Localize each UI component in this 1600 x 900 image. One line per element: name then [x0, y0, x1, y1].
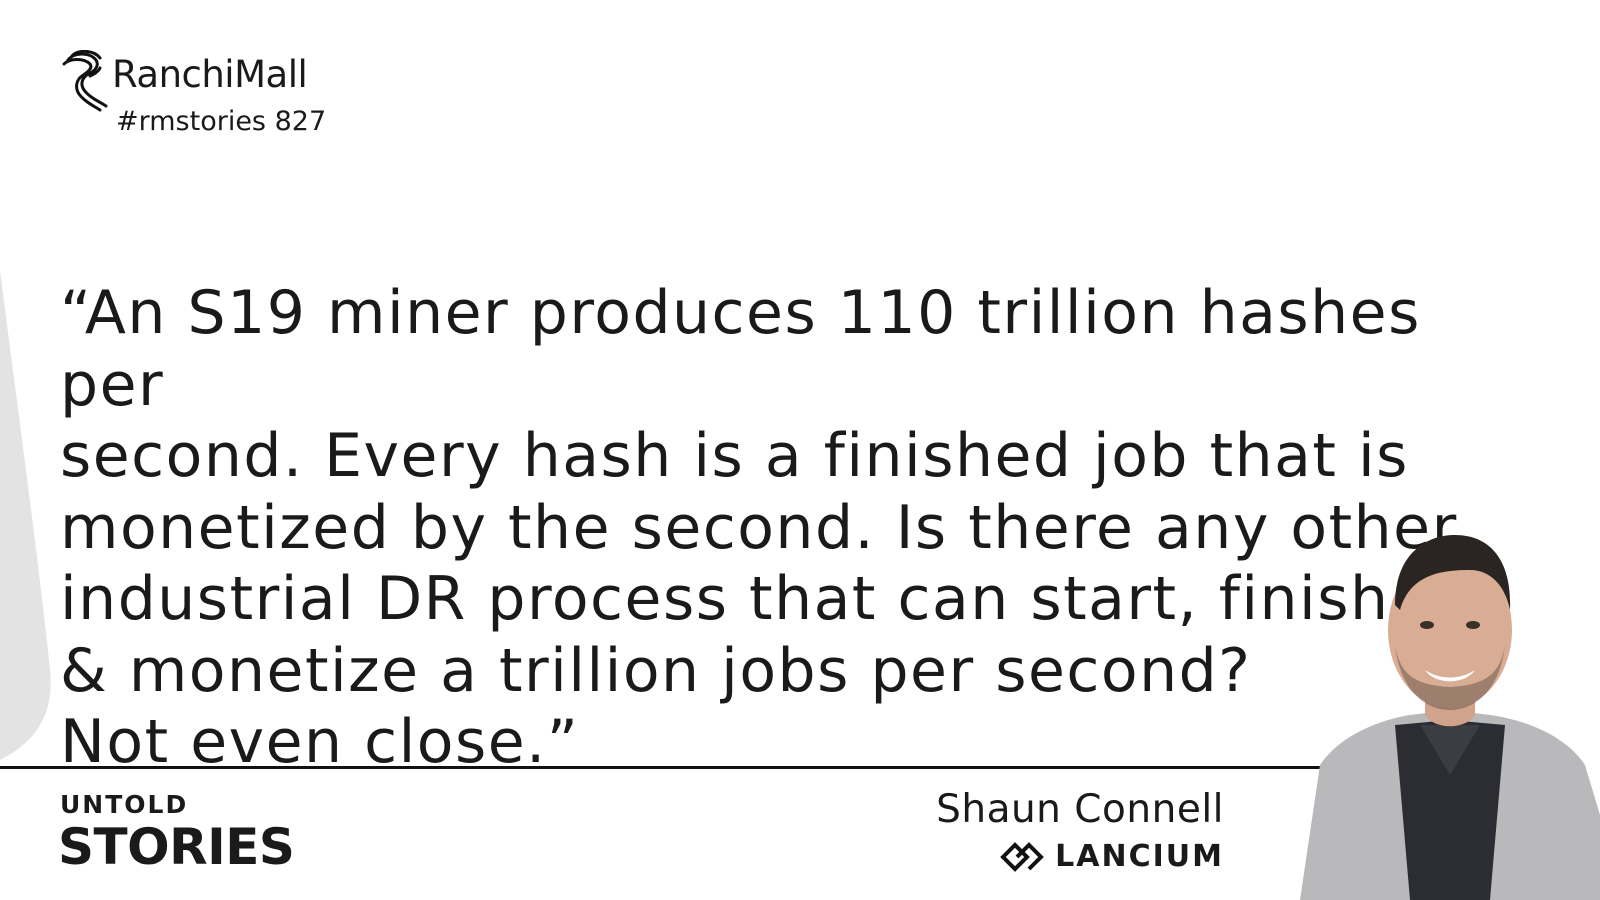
person-name: Shaun Connell	[936, 787, 1224, 832]
quote-line: Not even close.”	[60, 707, 580, 777]
divider-line	[0, 766, 1370, 769]
company-block: LANCIUM	[999, 838, 1224, 876]
decorative-side-shape	[0, 270, 51, 760]
story-tag: #rmstories 827	[116, 106, 327, 137]
quote-line: “An S19 miner produces 110 trillion hash…	[60, 278, 1421, 420]
brand-name: RanchiMall	[112, 53, 308, 96]
lancium-logo-icon	[1000, 842, 1044, 872]
company-name: LANCIUM	[1055, 839, 1224, 874]
series-label-stories: STORIES	[58, 818, 295, 876]
brand-block: RanchiMall #rmstories 827	[60, 48, 360, 148]
quote-line: monetized by the second. Is there any ot…	[60, 492, 1458, 563]
seahorse-logo-icon	[62, 50, 108, 112]
quote-line: second. Every hash is a finished job tha…	[60, 421, 1409, 491]
speaker-portrait	[1300, 535, 1600, 900]
series-label-untold: UNTOLD	[60, 790, 189, 819]
quote-text: “An S19 miner produces 110 trillion hash…	[60, 278, 1540, 779]
quote-line: industrial DR process that can start, fi…	[60, 564, 1390, 634]
quote-line: & monetize a trillion jobs per second?	[60, 635, 1252, 706]
